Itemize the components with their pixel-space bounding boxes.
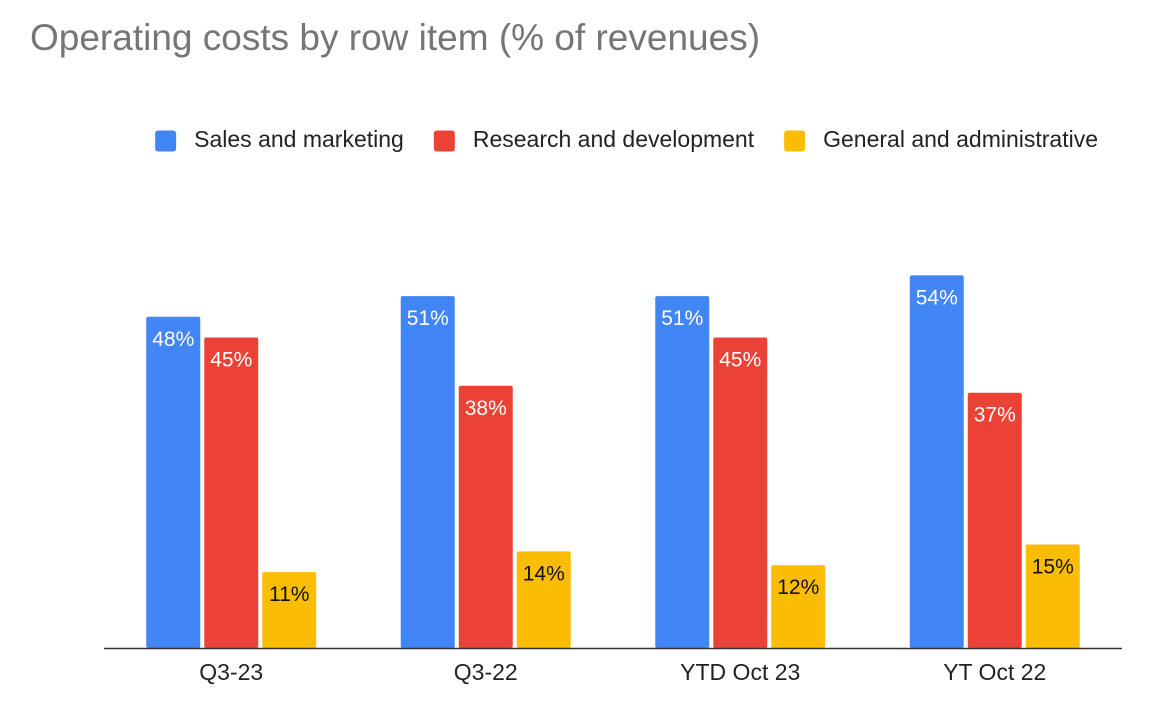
data-label-general-and-administrative-ytd-oct-23: 12% [777, 576, 819, 599]
legend-item-general-and-administrative: General and administrative [784, 126, 1098, 152]
legend-item-sales-and-marketing: Sales and marketing [155, 126, 404, 152]
bar-research-and-development-q3-22 [458, 385, 513, 648]
data-label-sales-and-marketing-q3-22: 51% [407, 307, 449, 330]
bars [146, 275, 1080, 648]
bar-general-and-administrative-ytd-oct-23 [771, 565, 826, 648]
bar-general-and-administrative-q3-23 [262, 572, 317, 648]
x-tick-q3-23: Q3-23 [199, 659, 263, 685]
legend-item-research-and-development: Research and development [433, 126, 755, 152]
legend-label-sales-and-marketing: Sales and marketing [194, 126, 404, 152]
x-tick-yt-oct-22: YT Oct 22 [943, 659, 1046, 685]
data-label-general-and-administrative-q3-22: 14% [523, 562, 565, 585]
bar-sales-and-marketing-q3-22 [400, 296, 455, 648]
bar-sales-and-marketing-yt-oct-22 [909, 275, 964, 648]
bar-general-and-administrative-q3-22 [516, 551, 571, 648]
data-label-general-and-administrative-yt-oct-22: 15% [1032, 556, 1074, 579]
bar-sales-and-marketing-q3-23 [146, 316, 201, 648]
data-labels: 48% 45% 11% 51% 38% 14% 51% 45% 12% 54% 37% 15% [152, 286, 1074, 606]
legend-swatch-research-and-development [433, 130, 455, 152]
data-label-research-and-development-q3-22: 38% [465, 397, 507, 420]
bar-research-and-development-ytd-oct-23 [713, 337, 768, 648]
legend-swatch-general-and-administrative [784, 130, 806, 152]
bar-research-and-development-q3-23 [204, 337, 259, 648]
data-label-research-and-development-q3-23: 45% [210, 349, 252, 372]
x-tick-q3-22: Q3-22 [454, 659, 518, 685]
bar-sales-and-marketing-ytd-oct-23 [655, 296, 710, 648]
x-axis-tick-labels: Q3-23 Q3-22 YTD Oct 23 YT Oct 22 [199, 659, 1046, 685]
data-label-sales-and-marketing-yt-oct-22: 54% [916, 286, 958, 309]
x-tick-ytd-oct-23: YTD Oct 23 [680, 659, 800, 685]
data-label-general-and-administrative-q3-23: 11% [269, 583, 309, 606]
legend-swatch-sales-and-marketing [155, 130, 177, 152]
data-label-sales-and-marketing-q3-23: 48% [152, 328, 194, 351]
legend-label-research-and-development: Research and development [473, 126, 755, 152]
bar-general-and-administrative-yt-oct-22 [1025, 544, 1080, 648]
data-label-sales-and-marketing-ytd-oct-23: 51% [661, 307, 703, 330]
legend: Sales and marketing Research and developm… [155, 126, 1098, 152]
legend-label-general-and-administrative: General and administrative [823, 126, 1098, 152]
bar-research-and-development-yt-oct-22 [967, 392, 1022, 648]
data-label-research-and-development-yt-oct-22: 37% [974, 404, 1016, 427]
chart-title: Operating costs by row item (% of revenu… [30, 17, 760, 58]
data-label-research-and-development-ytd-oct-23: 45% [719, 349, 761, 372]
